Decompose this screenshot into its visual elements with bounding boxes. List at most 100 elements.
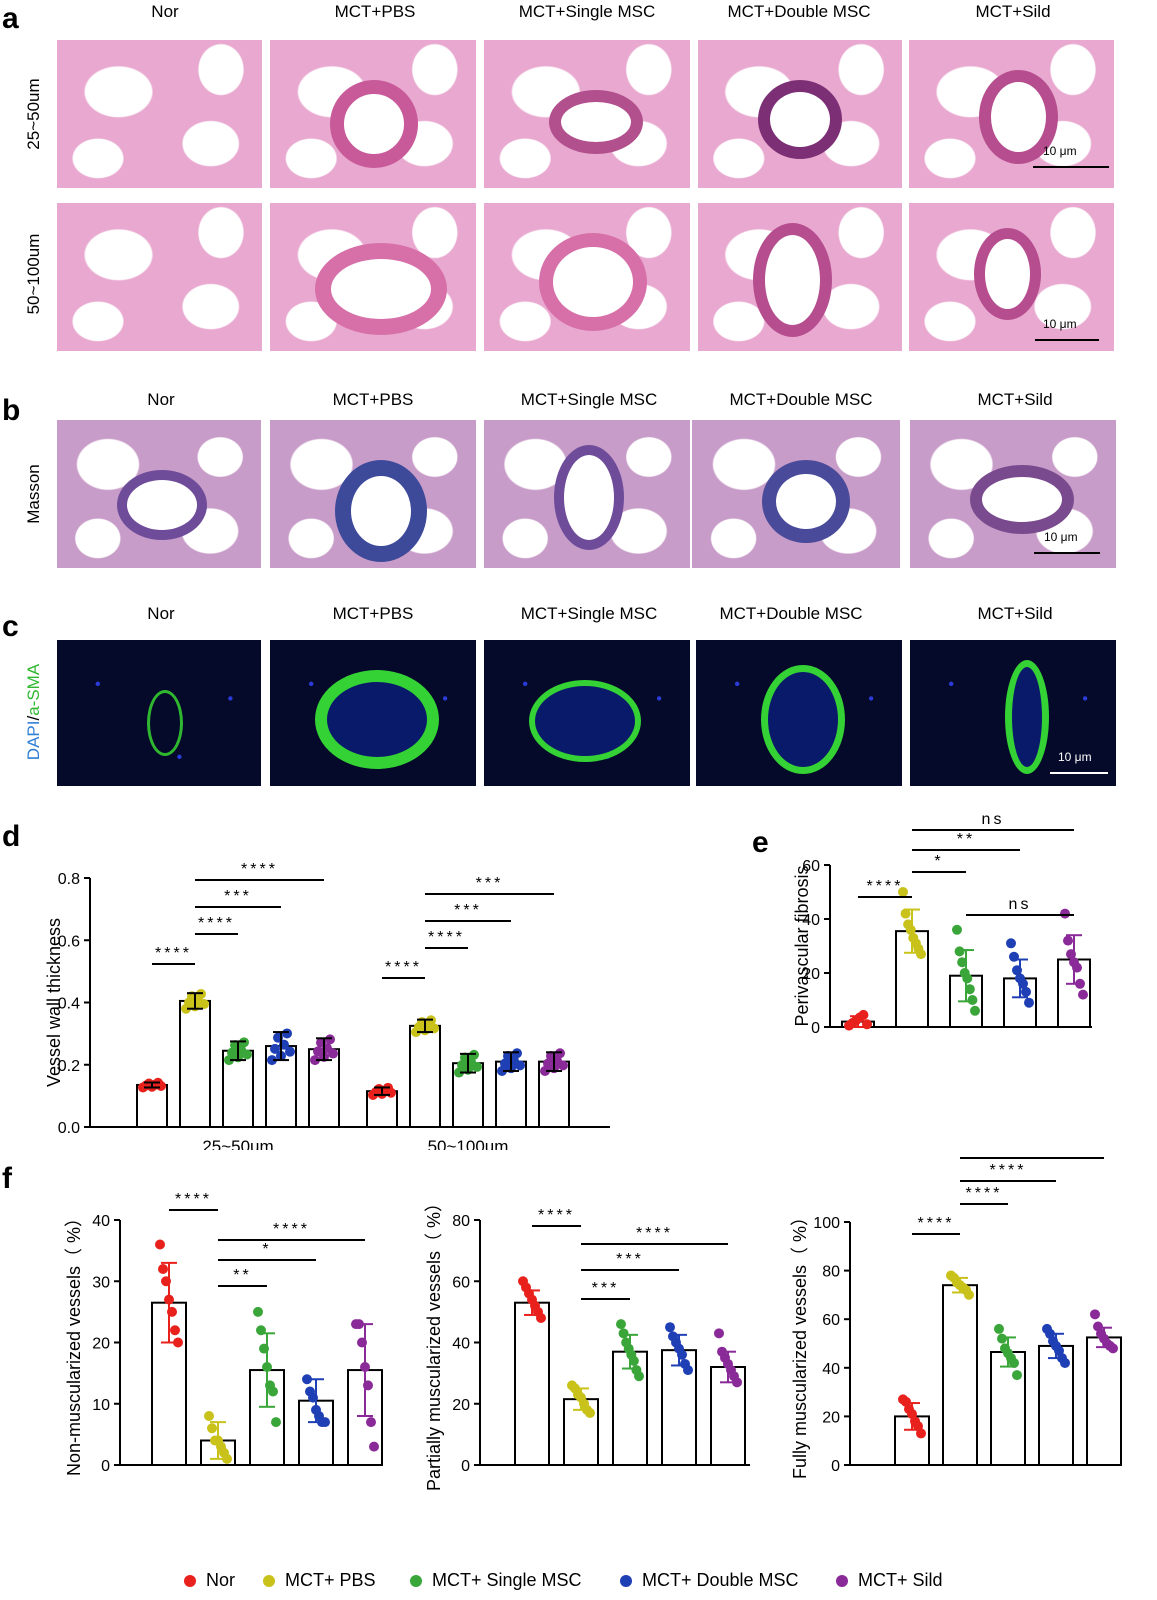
significance-label: * — [934, 853, 943, 870]
col-label-single: MCT+Single MSC — [518, 2, 656, 21]
vessel-shape — [970, 465, 1074, 534]
vessel-shape — [1005, 660, 1049, 774]
legend-dot — [410, 1574, 422, 1587]
col-label-nor: Nor — [147, 390, 175, 409]
he-image-single-25-50 — [484, 40, 690, 188]
significance-label: * — [262, 1241, 271, 1258]
data-point — [1024, 997, 1034, 1008]
panel-letter-c: c — [2, 610, 19, 643]
data-point — [325, 1034, 335, 1045]
y-axis-label: Non-muscularized vessels（ %） — [64, 1209, 84, 1476]
legend-item-double: MCT+ Double MSC — [620, 1570, 799, 1591]
vessel-shape — [979, 70, 1058, 164]
col-label-sild: MCT+Sild — [977, 604, 1053, 623]
y-tick-label: 80 — [452, 1213, 470, 1230]
data-point — [858, 1009, 869, 1020]
data-point — [616, 1319, 626, 1330]
data-point — [282, 1028, 292, 1039]
data-point — [558, 1060, 568, 1071]
data-point — [952, 924, 962, 935]
vessel-shape — [554, 445, 624, 550]
row-label-masson: Masson — [24, 464, 43, 524]
y-tick-label: 0.0 — [58, 1120, 80, 1137]
y-axis-label: Partially muscularized vessels（ %） — [424, 1194, 444, 1491]
data-point — [967, 995, 978, 1005]
y-tick-label: 0.4 — [58, 996, 80, 1013]
data-point — [994, 1323, 1004, 1334]
significance-label: ns — [982, 811, 1005, 828]
data-point — [954, 946, 965, 957]
significance-label: **** — [966, 1185, 1003, 1202]
y-axis-label: Perivascular fibrosis — [792, 865, 812, 1026]
data-point — [302, 1374, 312, 1385]
bar — [179, 999, 211, 1129]
y-tick-label: 0.2 — [58, 1058, 80, 1075]
significance-label: ** — [233, 1267, 251, 1284]
bar — [308, 1048, 340, 1128]
legend-item-sild: MCT+ Sild — [836, 1570, 943, 1591]
fluorescence-image-pbs — [270, 640, 476, 786]
legend-dot — [836, 1574, 848, 1587]
he-image-pbs-50-100 — [270, 203, 476, 351]
masson-image-double — [692, 420, 900, 568]
significance-label: **** — [385, 959, 422, 976]
vessel-shape — [529, 680, 641, 762]
panel-letter-a: a — [2, 2, 19, 35]
data-point — [386, 1087, 396, 1098]
legend-dot — [620, 1574, 632, 1587]
bar — [990, 1351, 1026, 1467]
data-point — [1021, 986, 1031, 997]
panel-letter-f: f — [2, 1162, 12, 1195]
data-point — [429, 1023, 439, 1034]
legend-label: MCT+ PBS — [285, 1570, 376, 1590]
panel-letter-b: b — [2, 394, 21, 427]
col-label-double: MCT+Double MSC — [729, 390, 873, 409]
y-tick-label: 60 — [822, 1312, 840, 1329]
vessel-shape — [762, 460, 850, 543]
masson-image-single — [484, 420, 690, 568]
fluorescence-image-double — [696, 640, 902, 786]
significance-label: **** — [1014, 1150, 1051, 1156]
significance-label: **** — [636, 1225, 673, 1242]
significance-label: **** — [175, 1191, 212, 1208]
data-point — [964, 984, 975, 995]
significance-label: **** — [428, 929, 465, 946]
vessel-shape — [539, 233, 647, 331]
data-point — [267, 1055, 277, 1066]
col-label-double: MCT+Double MSC — [727, 2, 871, 21]
legend-label: MCT+ Single MSC — [432, 1570, 582, 1590]
bar — [514, 1301, 550, 1466]
data-point — [285, 1046, 295, 1057]
legend-label: MCT+ Double MSC — [642, 1570, 799, 1590]
bar — [612, 1350, 648, 1466]
panel-letter-e: e — [752, 826, 769, 859]
row-label-dapi-sma: DAPI/a-SMA — [24, 632, 44, 792]
y-tick-label: 40 — [92, 1213, 110, 1230]
masson-image-pbs — [270, 420, 476, 568]
y-tick-label: 0 — [461, 1458, 470, 1475]
data-point — [222, 1453, 232, 1464]
data-point — [173, 1337, 183, 1348]
vessel-shape — [147, 690, 183, 756]
y-tick-label: 20 — [92, 1336, 110, 1353]
data-point — [158, 1264, 168, 1274]
legend-item-nor: Nor — [184, 1570, 235, 1591]
legend-label: Nor — [206, 1570, 236, 1590]
significance-label: *** — [592, 1280, 620, 1297]
masson-image-sild: 10 μm — [910, 420, 1116, 568]
significance-label: **** — [990, 1162, 1027, 1179]
y-tick-label: 40 — [452, 1336, 470, 1353]
data-point — [310, 1055, 320, 1066]
data-point — [634, 1371, 644, 1382]
data-point — [916, 1428, 926, 1439]
col-label-pbs: MCT+PBS — [334, 2, 416, 21]
row-label-25-50: 25~50um — [24, 78, 43, 150]
col-label-single: MCT+Single MSC — [520, 390, 658, 409]
col-label-pbs: MCT+PBS — [332, 390, 414, 409]
data-point — [472, 1061, 482, 1072]
data-point — [515, 1060, 525, 1071]
x-tick-label: 25~50um — [202, 1137, 273, 1150]
data-point — [320, 1417, 330, 1428]
col-label-sild: MCT+Sild — [977, 390, 1053, 409]
